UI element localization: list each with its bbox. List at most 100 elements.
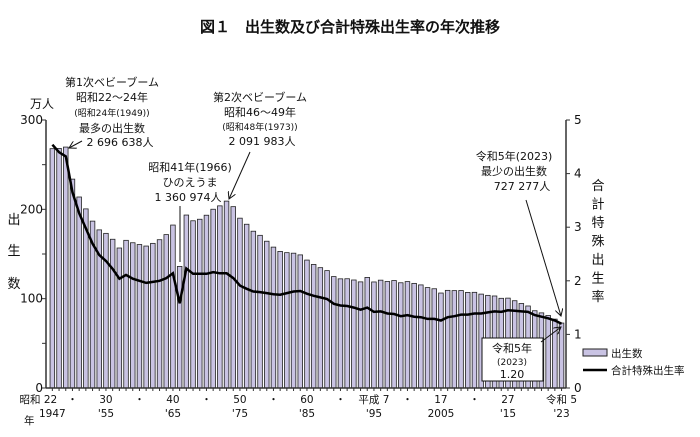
- bar-1996: [377, 279, 384, 389]
- legend: 出生数 合計特殊出生率: [582, 347, 685, 377]
- bar-1965: [170, 224, 176, 389]
- left-tick-label: 0: [35, 381, 43, 395]
- bar-1964: [163, 234, 169, 389]
- x-tick-label-era: ・: [134, 394, 145, 406]
- bar-1972: [217, 205, 223, 389]
- x-tick-label-era: 50: [233, 394, 246, 406]
- right-tick-label: 4: [574, 167, 582, 181]
- bar-1997: [384, 281, 391, 389]
- bar-1979: [264, 240, 270, 389]
- bar-2001: [411, 282, 417, 389]
- annotation-tfr2023: 令和5年 (2023) 1.20: [481, 327, 561, 382]
- bar-1989: [331, 276, 337, 389]
- bar-1960: [136, 244, 143, 389]
- annotation-arrow: [229, 151, 251, 199]
- bar-1956: [109, 238, 116, 389]
- bar-2008: [458, 290, 464, 389]
- bar-1990: [337, 278, 344, 389]
- right-axis-label-char: 生: [591, 272, 604, 287]
- x-tick-label-year: '23: [553, 408, 569, 420]
- x-tick-label-era: ・: [335, 394, 346, 406]
- annotation-line: ひのえうま: [163, 176, 218, 189]
- right-tick-label: 3: [574, 220, 582, 234]
- bar-1947: [49, 148, 56, 389]
- bar-1995: [371, 281, 377, 389]
- x-tick-label-year: 2005: [428, 408, 455, 420]
- left-axis-unit: 万人: [30, 97, 54, 111]
- bar-1986: [310, 264, 317, 389]
- bar-1987: [317, 267, 324, 389]
- bar-2005: [438, 292, 444, 389]
- x-tick-label-year: 1947: [39, 408, 66, 420]
- bar-1977: [250, 230, 257, 389]
- bar-1959: [130, 242, 136, 389]
- annotation-line: 1.20: [500, 368, 525, 381]
- x-tick-label-era: ・: [67, 394, 78, 406]
- bar-1950: [69, 178, 76, 389]
- x-tick-label-year: '75: [232, 408, 248, 420]
- left-axis-label-char: 数: [7, 277, 20, 292]
- annotation-line: 2 091 983人: [229, 135, 296, 148]
- x-tick-label-year: '55: [98, 408, 114, 420]
- annotation-line: (昭和24年(1949)): [74, 107, 149, 119]
- bar-1999: [398, 282, 404, 389]
- left-axis-label: 出生数: [7, 213, 20, 292]
- x-tick-label-era: 昭和 22: [19, 394, 57, 406]
- bar-1968: [190, 220, 196, 389]
- x-tick-label-era: 17: [434, 394, 447, 406]
- x-tick-label-era: 平成 7: [358, 394, 389, 406]
- annotation-line: 最少の出生数: [481, 164, 547, 178]
- right-axis-label-char: 特: [591, 216, 604, 231]
- bar-1993: [357, 281, 364, 389]
- annotation-line: 2 696 638人: [87, 136, 154, 149]
- legend-label-births: 出生数: [611, 347, 643, 360]
- bar-1962: [150, 242, 156, 389]
- right-axis-label-char: 出: [591, 253, 604, 268]
- right-axis-label-char: 殊: [591, 235, 604, 250]
- annotation-line: 第2次ベビーブーム: [213, 90, 307, 104]
- x-tick-label-era: 令和 5: [546, 393, 577, 406]
- bar-2022: [552, 318, 558, 389]
- annotation-line: (昭和48年(1973)): [222, 121, 297, 133]
- x-tick-label-year: '85: [299, 408, 315, 420]
- bar-2021: [545, 315, 551, 389]
- annotation-hinoeuma: 昭和41年(1966) ひのえうま 1 360 974人: [148, 160, 232, 262]
- annotation-line: 727 277人: [494, 180, 551, 193]
- bar-1961: [143, 245, 149, 389]
- bar-2004: [431, 288, 437, 389]
- x-axis-unit: 年: [24, 414, 35, 427]
- legend-swatch-births: [582, 348, 608, 357]
- right-tick-label: 2: [574, 274, 582, 288]
- annotation-arrow: [69, 140, 83, 148]
- bar-1985: [304, 259, 310, 389]
- bar-1966: [176, 266, 183, 389]
- tfr-line: [51, 143, 563, 325]
- annotation-line: 令和5年(2023): [476, 149, 553, 163]
- bar-1948: [56, 148, 62, 389]
- right-axis-label-char: 合: [591, 179, 604, 194]
- x-tick-label-era: ・: [201, 394, 212, 406]
- bar-1952: [83, 208, 89, 389]
- right-axis-label-char: 率: [591, 289, 604, 305]
- bars-group: [49, 146, 565, 389]
- bar-1976: [243, 223, 250, 389]
- x-tick-label-era: 27: [501, 394, 514, 406]
- annotation-boom2: 第2次ベビーブーム 昭和46～49年 (昭和48年(1973)) 2 091 9…: [213, 90, 307, 199]
- x-tick-label-year: '15: [500, 408, 516, 420]
- bar-1955: [103, 232, 109, 389]
- left-axis-label-char: 生: [7, 244, 20, 259]
- bar-1951: [76, 196, 82, 389]
- annotation-line: 令和5年: [492, 341, 532, 355]
- annotation-line: 昭和41年(1966): [148, 160, 232, 174]
- bar-1983: [290, 252, 297, 389]
- bar-1981: [277, 251, 283, 389]
- bar-2007: [451, 290, 458, 389]
- bar-1982: [284, 252, 290, 389]
- bar-1991: [344, 278, 350, 389]
- annotation-line: 第1次ベビーブーム: [65, 75, 159, 89]
- annotation-boom1: 第1次ベビーブーム 昭和22～24年 (昭和24年(1949)) 最多の出生数 …: [65, 75, 159, 149]
- bar-2009: [465, 292, 471, 389]
- right-tick-label: 0: [574, 381, 582, 395]
